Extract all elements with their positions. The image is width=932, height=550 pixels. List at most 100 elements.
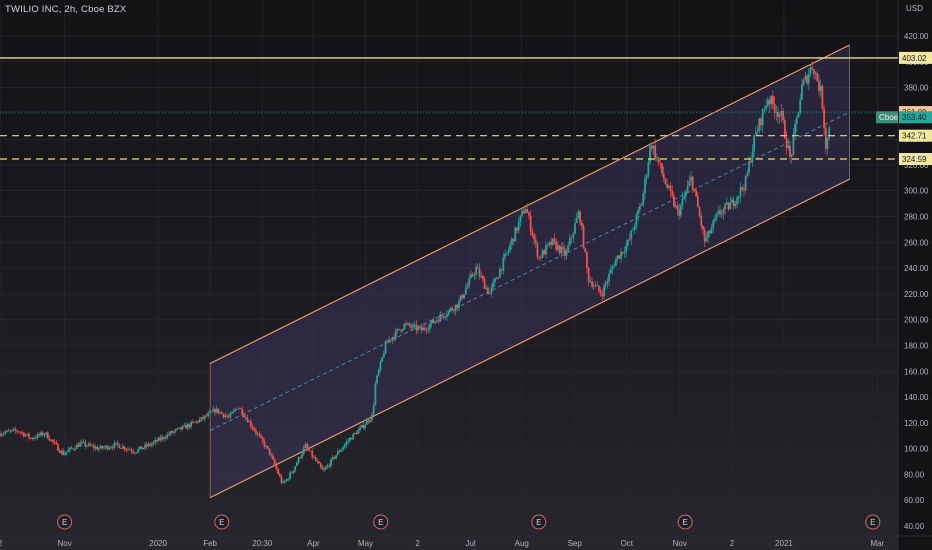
y-tick-label: 120.00 — [904, 419, 929, 428]
candle-body — [826, 137, 829, 149]
candle-body — [555, 241, 558, 250]
earnings-event-marker[interactable] — [214, 514, 230, 530]
candle-body — [579, 211, 582, 224]
candle-body — [795, 117, 798, 124]
candle-body — [123, 446, 126, 450]
candle-body — [597, 285, 600, 291]
channel-lower-line[interactable] — [209, 178, 850, 499]
candle-body — [553, 238, 556, 242]
earnings-event-marker[interactable] — [677, 514, 693, 530]
price-tag-label: 403.02 — [902, 54, 927, 63]
candle-body — [304, 444, 307, 448]
candle-body — [778, 114, 781, 117]
candle-body — [811, 67, 814, 70]
candle-body — [195, 421, 198, 423]
candle-body — [688, 180, 691, 187]
candle-body — [244, 417, 247, 418]
candle-body — [224, 415, 227, 417]
candle-body — [509, 244, 512, 251]
price-tag-label: 342.71 — [902, 132, 927, 141]
y-tick-label: 240.00 — [904, 264, 929, 273]
candle-body — [142, 447, 145, 450]
candle-body — [483, 279, 486, 289]
x-tick-label: May — [358, 539, 373, 548]
candle-body — [285, 478, 288, 482]
candle-body — [188, 424, 191, 427]
candle-body — [9, 430, 12, 432]
candle-body — [538, 256, 541, 258]
candle-body — [26, 433, 29, 435]
candle-body — [666, 183, 669, 188]
candle-body — [145, 444, 148, 447]
candle-body — [222, 413, 225, 417]
candle-body — [374, 383, 377, 406]
earnings-event-marker[interactable] — [865, 514, 881, 530]
candle-body — [418, 326, 421, 328]
y-tick-label: 200.00 — [904, 316, 929, 325]
candle-body — [137, 448, 140, 453]
x-tick-label: Nov — [673, 539, 687, 548]
x-tick-label: Oct — [621, 539, 634, 548]
candle-body — [360, 424, 363, 428]
candle-body — [512, 238, 515, 242]
earnings-event-marker[interactable] — [373, 514, 389, 530]
candle-body — [255, 430, 257, 434]
earnings-event-marker[interactable] — [57, 514, 73, 530]
candle-body — [347, 440, 349, 443]
candle-body — [493, 278, 496, 283]
candle-body — [103, 447, 105, 449]
candle-body — [705, 237, 708, 242]
candle-body — [197, 421, 199, 423]
candle-body — [118, 444, 121, 449]
candle-body — [12, 429, 15, 430]
candle-body — [659, 162, 662, 164]
price-axis-panel[interactable] — [898, 0, 932, 550]
candle-body — [307, 447, 310, 451]
candle-body — [801, 84, 803, 100]
candle-body — [804, 75, 807, 80]
chart-title: TWILIO INC, 2h, Cboe BZX — [5, 4, 127, 15]
candle-body — [350, 438, 353, 440]
candle-body — [586, 252, 588, 268]
candle-body — [763, 108, 766, 110]
candle-body — [456, 304, 459, 308]
candle-body — [72, 448, 75, 450]
candle-body — [324, 467, 327, 470]
candle-body — [442, 316, 445, 318]
candle-body — [430, 320, 433, 324]
candle-body — [495, 278, 498, 280]
candle-body — [582, 225, 585, 249]
channel-upper-line[interactable] — [209, 44, 850, 365]
candle-body — [463, 294, 465, 299]
candle-body — [686, 186, 689, 192]
earnings-event-marker[interactable] — [531, 514, 547, 530]
candle-body — [715, 213, 718, 219]
candle-body — [434, 321, 436, 323]
candle-body — [239, 408, 242, 410]
candle-body — [210, 411, 213, 413]
candle-body — [499, 269, 501, 278]
price-tag — [899, 153, 932, 166]
candle-body — [609, 269, 612, 274]
candle-body — [400, 329, 402, 331]
candle-body — [22, 432, 25, 437]
candle-body — [229, 413, 232, 417]
candle-body — [178, 427, 181, 429]
candle-body — [50, 439, 53, 441]
candle-body — [620, 251, 622, 259]
candle-body — [45, 432, 47, 435]
candle-body — [391, 337, 394, 341]
candle-body — [681, 198, 684, 206]
candle-body — [17, 431, 20, 433]
candle-body — [227, 416, 230, 418]
earnings-event-label: E — [219, 518, 224, 527]
candle-body — [669, 185, 672, 192]
candle-body — [647, 162, 650, 176]
candle-body — [425, 329, 428, 331]
candle-body — [415, 324, 418, 331]
candle-body — [562, 246, 564, 249]
candle-body — [249, 421, 252, 427]
currency-label: USD — [906, 4, 923, 13]
